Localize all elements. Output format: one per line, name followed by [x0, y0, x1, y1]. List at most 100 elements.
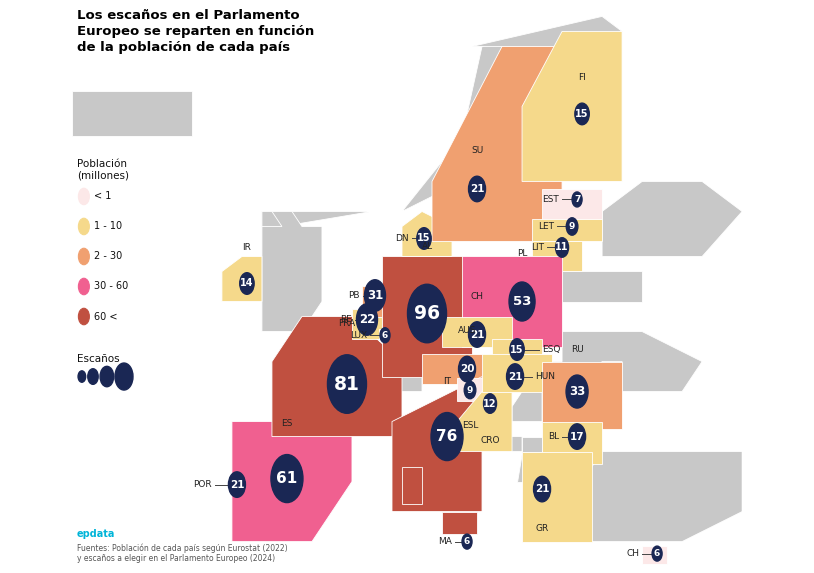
Polygon shape — [442, 512, 477, 534]
Polygon shape — [422, 354, 492, 384]
Text: 12: 12 — [484, 399, 497, 409]
Polygon shape — [352, 309, 382, 339]
Polygon shape — [532, 219, 602, 241]
Polygon shape — [542, 362, 622, 429]
Polygon shape — [382, 362, 422, 391]
Circle shape — [458, 356, 475, 382]
Polygon shape — [457, 378, 487, 401]
Polygon shape — [502, 437, 522, 452]
Polygon shape — [522, 452, 592, 541]
Text: 76: 76 — [436, 429, 457, 444]
Polygon shape — [232, 422, 352, 541]
Polygon shape — [517, 452, 527, 481]
Circle shape — [556, 238, 568, 257]
Polygon shape — [462, 540, 472, 546]
Text: 6: 6 — [382, 331, 388, 340]
Text: ESL: ESL — [462, 421, 478, 430]
Circle shape — [78, 371, 85, 382]
Polygon shape — [542, 332, 702, 391]
Text: 21: 21 — [470, 329, 484, 340]
Polygon shape — [582, 452, 742, 541]
Circle shape — [533, 476, 550, 502]
Circle shape — [365, 280, 386, 311]
Text: 6: 6 — [464, 537, 470, 546]
Text: 9: 9 — [569, 222, 575, 231]
Polygon shape — [562, 272, 642, 301]
Text: IR: IR — [243, 243, 252, 252]
Circle shape — [567, 218, 578, 235]
Circle shape — [510, 339, 524, 360]
Text: BE: BE — [340, 315, 352, 324]
Polygon shape — [362, 286, 392, 316]
Circle shape — [115, 363, 133, 390]
Circle shape — [78, 248, 90, 265]
Polygon shape — [392, 376, 482, 512]
Text: CRO: CRO — [480, 436, 500, 445]
Text: 60 <: 60 < — [94, 312, 117, 321]
Polygon shape — [282, 17, 622, 226]
Circle shape — [506, 364, 523, 389]
Text: 9: 9 — [467, 386, 473, 395]
Text: epdata: epdata — [77, 529, 116, 539]
Text: SU: SU — [471, 146, 484, 155]
Polygon shape — [402, 211, 452, 257]
Polygon shape — [457, 391, 512, 452]
Circle shape — [417, 227, 431, 249]
Text: HUN: HUN — [535, 372, 555, 381]
Text: RU: RU — [571, 345, 584, 354]
Circle shape — [357, 304, 378, 335]
Circle shape — [240, 273, 254, 295]
Polygon shape — [492, 339, 542, 369]
Polygon shape — [232, 452, 252, 527]
Circle shape — [271, 454, 303, 503]
Polygon shape — [402, 466, 422, 504]
Polygon shape — [602, 182, 742, 257]
Text: CH: CH — [470, 292, 484, 301]
Polygon shape — [482, 354, 552, 391]
Circle shape — [464, 382, 476, 399]
Text: 7: 7 — [574, 195, 580, 204]
Polygon shape — [542, 422, 602, 464]
Text: DN: DN — [396, 234, 409, 243]
Text: 15: 15 — [510, 344, 523, 355]
Circle shape — [88, 369, 98, 384]
Text: 22: 22 — [359, 313, 375, 326]
Polygon shape — [472, 17, 622, 46]
Polygon shape — [262, 211, 332, 332]
Circle shape — [652, 546, 662, 561]
Text: 6: 6 — [654, 549, 660, 558]
Text: 30 - 60: 30 - 60 — [94, 281, 128, 292]
Circle shape — [78, 278, 90, 295]
Text: 21: 21 — [535, 484, 549, 494]
Polygon shape — [432, 46, 562, 241]
Circle shape — [575, 103, 589, 125]
Text: < 1: < 1 — [94, 191, 112, 202]
Text: 17: 17 — [570, 431, 584, 442]
Text: 21: 21 — [230, 480, 244, 489]
Polygon shape — [222, 257, 262, 301]
Text: AL: AL — [422, 242, 432, 251]
Circle shape — [431, 413, 463, 461]
Text: FI: FI — [578, 73, 586, 82]
Text: Escaños: Escaños — [77, 354, 120, 364]
Text: 21: 21 — [508, 371, 523, 382]
Circle shape — [229, 472, 246, 497]
Text: BL: BL — [548, 432, 559, 441]
Text: PB: PB — [348, 291, 360, 300]
Text: FRA: FRA — [339, 319, 356, 328]
Text: MA: MA — [438, 537, 452, 546]
Polygon shape — [442, 316, 512, 347]
Polygon shape — [642, 546, 667, 564]
Text: GR: GR — [536, 524, 549, 533]
Circle shape — [78, 308, 90, 325]
Circle shape — [566, 375, 588, 408]
Polygon shape — [512, 391, 542, 422]
Polygon shape — [532, 241, 582, 272]
Polygon shape — [592, 362, 622, 391]
Text: 96: 96 — [414, 304, 440, 323]
Circle shape — [469, 322, 485, 347]
Circle shape — [462, 534, 472, 549]
Polygon shape — [472, 407, 512, 437]
Text: 20: 20 — [460, 364, 475, 374]
Polygon shape — [72, 92, 192, 136]
